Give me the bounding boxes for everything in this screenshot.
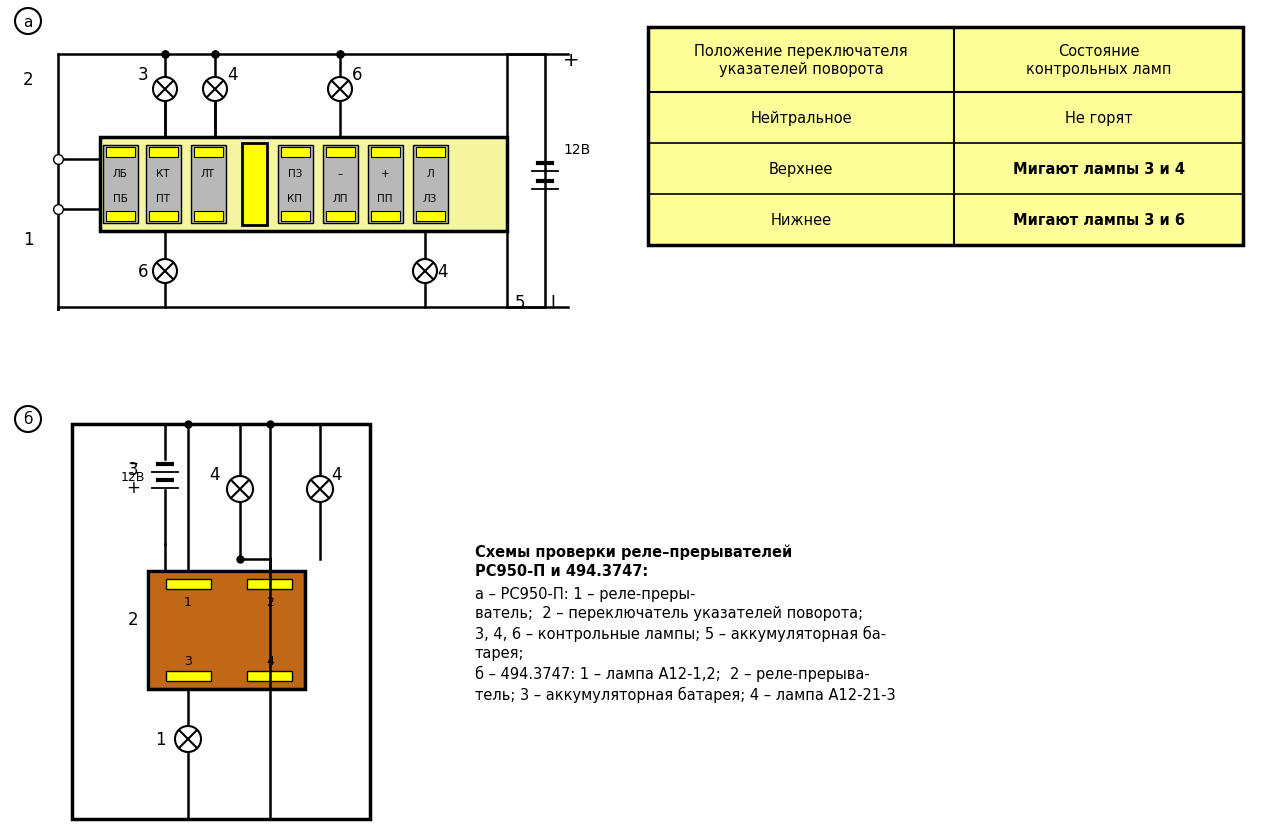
Text: Л: Л bbox=[427, 169, 434, 179]
Bar bbox=[648, 28, 1243, 246]
Text: 5: 5 bbox=[514, 293, 525, 312]
Bar bbox=[190, 145, 226, 224]
Text: 4: 4 bbox=[265, 655, 274, 668]
Bar bbox=[368, 145, 403, 224]
Bar bbox=[146, 145, 182, 224]
Text: Мигают лампы 3 и 6: Мигают лампы 3 и 6 bbox=[1012, 212, 1185, 227]
Text: ЛБ: ЛБ bbox=[113, 169, 127, 179]
Text: КП: КП bbox=[287, 194, 302, 204]
Bar bbox=[194, 148, 224, 158]
Bar bbox=[103, 145, 138, 224]
Text: Схемы проверки реле–прерывателей
РС950-П и 494.3747:: Схемы проверки реле–прерывателей РС950-П… bbox=[475, 544, 792, 579]
Text: 1: 1 bbox=[184, 594, 192, 608]
Circle shape bbox=[152, 78, 177, 102]
Text: +: + bbox=[126, 478, 140, 497]
Bar bbox=[278, 145, 312, 224]
Bar bbox=[246, 579, 292, 589]
Text: Положение переключателя
указателей поворота: Положение переключателя указателей повор… bbox=[695, 44, 908, 77]
Text: ЛЗ: ЛЗ bbox=[423, 194, 437, 204]
Text: а – РС950-П: 1 – реле-преры-
ватель;  2 – переключатель указателей поворота;
3, : а – РС950-П: 1 – реле-преры- ватель; 2 –… bbox=[475, 586, 895, 702]
Text: Нейтральное: Нейтральное bbox=[751, 111, 852, 126]
Text: 1: 1 bbox=[23, 231, 33, 248]
Text: +: + bbox=[563, 50, 579, 69]
Text: 3: 3 bbox=[128, 461, 138, 478]
Bar bbox=[246, 671, 292, 681]
Text: Состояние
контрольных ламп: Состояние контрольных ламп bbox=[1026, 44, 1171, 77]
Bar bbox=[281, 148, 310, 158]
Text: ПЗ: ПЗ bbox=[288, 169, 302, 179]
Text: б: б bbox=[23, 412, 33, 427]
Text: 1: 1 bbox=[155, 730, 165, 748]
Bar bbox=[194, 212, 224, 222]
Text: 4: 4 bbox=[210, 466, 220, 483]
Text: ПТ: ПТ bbox=[156, 194, 170, 204]
Bar bbox=[72, 425, 370, 819]
Bar bbox=[417, 212, 444, 222]
Circle shape bbox=[413, 260, 437, 283]
Circle shape bbox=[175, 726, 201, 752]
Text: 4: 4 bbox=[227, 66, 237, 84]
Text: Не горят: Не горят bbox=[1066, 111, 1133, 126]
Text: +: + bbox=[381, 169, 390, 179]
Bar bbox=[149, 148, 178, 158]
Text: 12В: 12В bbox=[563, 143, 591, 157]
Bar bbox=[150, 573, 304, 687]
Text: 12В: 12В bbox=[121, 471, 145, 484]
Text: а: а bbox=[23, 14, 33, 29]
Bar bbox=[166, 671, 211, 681]
Text: –: – bbox=[128, 453, 137, 472]
Text: 6: 6 bbox=[352, 66, 362, 84]
Bar bbox=[281, 212, 310, 222]
Bar bbox=[371, 212, 400, 222]
Text: 2: 2 bbox=[23, 71, 33, 89]
Bar bbox=[149, 571, 305, 689]
Bar bbox=[243, 144, 267, 226]
Circle shape bbox=[328, 78, 352, 102]
Bar bbox=[326, 148, 356, 158]
Text: ПП: ПП bbox=[377, 194, 392, 204]
Text: КТ: КТ bbox=[156, 169, 170, 179]
Circle shape bbox=[227, 477, 253, 502]
Text: ПБ: ПБ bbox=[113, 194, 127, 204]
Text: Нижнее: Нижнее bbox=[771, 212, 832, 227]
Text: 3: 3 bbox=[137, 66, 149, 84]
Text: 2: 2 bbox=[265, 594, 274, 608]
Bar bbox=[417, 148, 444, 158]
Bar bbox=[100, 138, 507, 232]
Text: Верхнее: Верхнее bbox=[770, 162, 833, 176]
Bar bbox=[166, 579, 211, 589]
Bar bbox=[105, 148, 135, 158]
Text: 2: 2 bbox=[128, 610, 138, 628]
Circle shape bbox=[152, 260, 177, 283]
Bar bbox=[413, 145, 448, 224]
Bar bbox=[323, 145, 358, 224]
Bar bbox=[105, 212, 135, 222]
Text: –: – bbox=[338, 169, 343, 179]
Bar bbox=[371, 148, 400, 158]
Text: 6: 6 bbox=[137, 263, 149, 281]
Text: Мигают лампы 3 и 4: Мигают лампы 3 и 4 bbox=[1012, 162, 1185, 176]
Text: 3: 3 bbox=[184, 655, 192, 668]
Text: I: I bbox=[550, 293, 555, 312]
Text: ЛП: ЛП bbox=[333, 194, 348, 204]
Bar bbox=[149, 212, 178, 222]
Text: ЛТ: ЛТ bbox=[201, 169, 215, 179]
Circle shape bbox=[203, 78, 227, 102]
Bar bbox=[326, 212, 356, 222]
Text: 4: 4 bbox=[331, 466, 342, 483]
Circle shape bbox=[307, 477, 333, 502]
Text: 4: 4 bbox=[437, 263, 447, 281]
